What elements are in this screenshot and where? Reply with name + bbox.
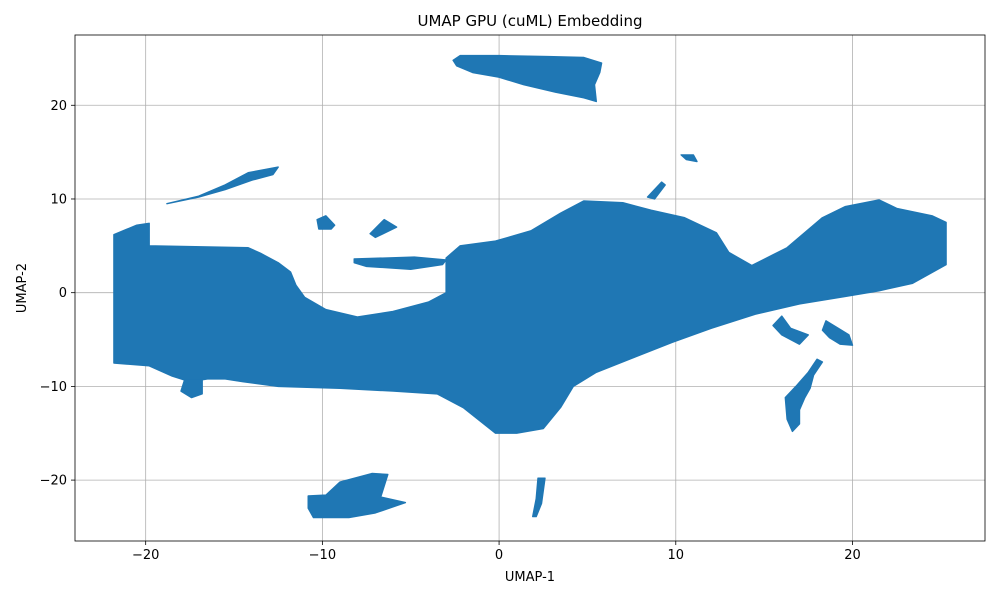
point-cluster xyxy=(307,472,407,519)
x-tick-label: −20 xyxy=(132,548,159,563)
point-cluster xyxy=(166,166,279,205)
y-tick-label: 20 xyxy=(50,99,67,114)
x-tick-label: 0 xyxy=(495,548,503,563)
chart-title: UMAP GPU (cuML) Embedding xyxy=(417,12,642,30)
y-tick-label: 10 xyxy=(50,192,67,207)
y-tick-label: −10 xyxy=(40,380,67,395)
x-axis-ticks: −20 −10 0 10 20 xyxy=(132,541,861,563)
point-cluster xyxy=(113,199,947,434)
y-axis-ticks: −20 −10 0 10 20 xyxy=(40,99,75,489)
point-cluster xyxy=(452,54,603,103)
x-tick-label: 10 xyxy=(668,548,685,563)
point-cluster xyxy=(680,154,698,163)
y-tick-label: −20 xyxy=(40,474,67,489)
x-axis-label: UMAP-1 xyxy=(505,570,555,585)
point-cluster xyxy=(369,218,398,239)
y-axis-label: UMAP-2 xyxy=(15,263,30,313)
point-cluster xyxy=(646,181,666,200)
point-cluster xyxy=(784,358,824,433)
plot-frame xyxy=(74,34,986,542)
point-cluster xyxy=(316,215,336,230)
point-cluster xyxy=(180,379,203,399)
point-cluster xyxy=(532,477,546,518)
point-cluster xyxy=(353,256,447,270)
x-tick-label: 20 xyxy=(844,548,861,563)
x-tick-label: −10 xyxy=(309,548,336,563)
y-tick-label: 0 xyxy=(59,286,67,301)
point-cluster xyxy=(821,320,854,346)
scatter-points xyxy=(113,54,947,519)
point-cluster xyxy=(772,315,809,345)
